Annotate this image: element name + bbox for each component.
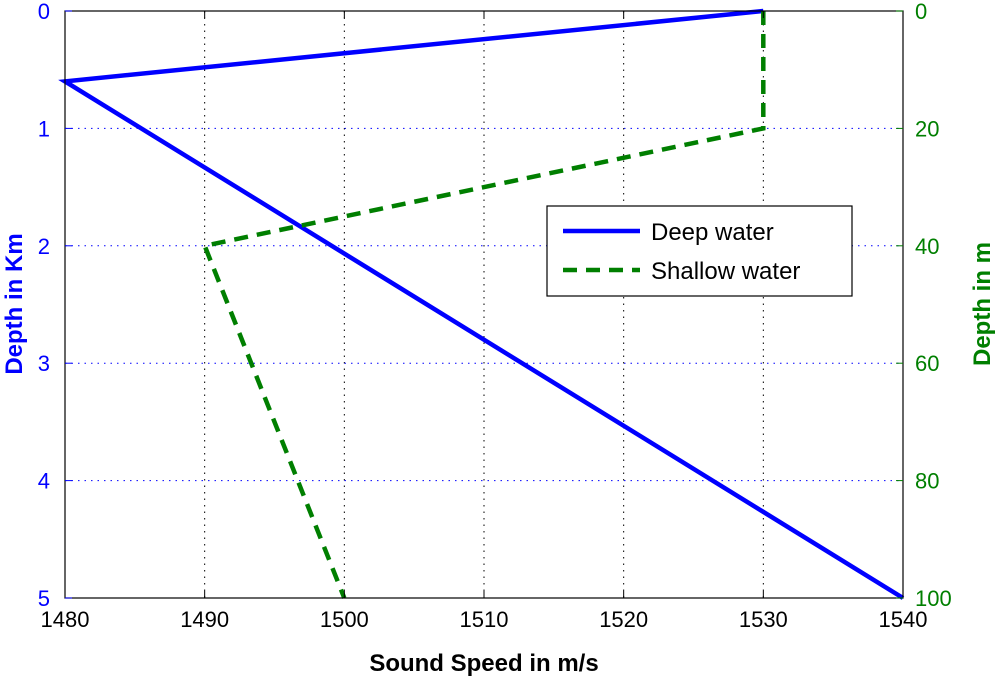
x-tick-label: 1480: [41, 607, 90, 632]
y-right-tick-label: 40: [915, 234, 939, 259]
y-right-tick-label: 20: [915, 116, 939, 141]
y-left-tick-label: 5: [38, 586, 50, 611]
legend: Deep water Shallow water: [546, 205, 853, 297]
y-right-tick-label: 60: [915, 351, 939, 376]
x-tick-label: 1520: [599, 607, 648, 632]
legend-box: [546, 205, 853, 297]
y-right-tick-label: 80: [915, 469, 939, 494]
y-right-tick-label: 0: [915, 0, 927, 24]
y-right-tick-label: 100: [915, 586, 952, 611]
y-left-tick-label: 4: [38, 469, 50, 494]
x-tick-label: 1540: [879, 607, 928, 632]
x-tick-label: 1530: [739, 607, 788, 632]
y-axis-left-label: Depth in Km: [1, 233, 28, 374]
axis-ticks: 1480 1490 1500 1510 1520 1530 1540 0 1 2 3 4 5 0 20 40 6…: [38, 0, 952, 632]
grid-lines: [65, 11, 903, 598]
x-axis-label: Sound Speed in m/s: [369, 650, 598, 677]
x-tick-label: 1500: [320, 607, 369, 632]
y-left-tick-label: 2: [38, 234, 50, 259]
legend-label-deep-water: Deep water: [651, 219, 774, 246]
legend-label-shallow-water: Shallow water: [651, 258, 800, 285]
x-tick-label: 1490: [180, 607, 229, 632]
y-left-tick-label: 3: [38, 351, 50, 376]
y-left-tick-label: 0: [38, 0, 50, 24]
x-tick-label: 1510: [460, 607, 509, 632]
y-axis-right-label: Depth in m: [969, 242, 996, 366]
y-left-tick-label: 1: [38, 116, 50, 141]
series-line-shallow-water: [201, 11, 766, 599]
